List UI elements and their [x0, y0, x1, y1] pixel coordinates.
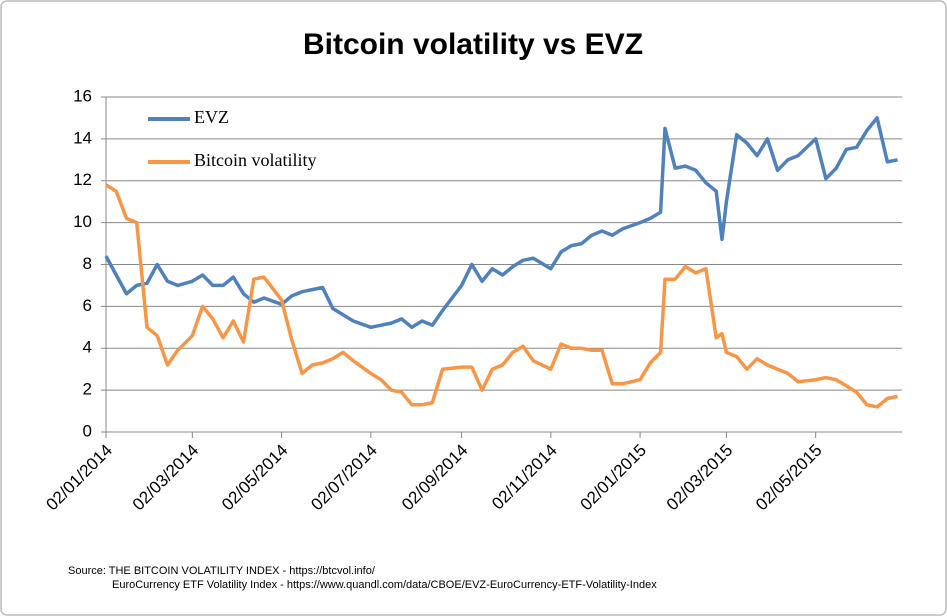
source-line: EuroCurrency ETF Volatility Index - http… — [112, 579, 657, 591]
chart-title: Bitcoin volatility vs EVZ — [303, 28, 643, 61]
source-line: Source: THE BITCOIN VOLATILITY INDEX - h… — [68, 565, 376, 577]
series-line — [105, 183, 898, 409]
y-tick-label: 12 — [73, 170, 92, 189]
legend-label: Bitcoin volatility — [194, 150, 317, 170]
y-tick-label: 14 — [73, 128, 92, 147]
legend-label: EVZ — [194, 107, 229, 127]
y-tick-label: 10 — [73, 212, 92, 231]
y-tick-label: 16 — [73, 86, 92, 105]
y-tick-label: 6 — [83, 296, 92, 315]
y-tick-label: 0 — [83, 421, 92, 440]
y-tick-label: 2 — [83, 380, 92, 399]
y-tick-label: 8 — [83, 254, 92, 273]
y-tick-label: 4 — [83, 338, 92, 357]
series-line — [104, 116, 898, 330]
